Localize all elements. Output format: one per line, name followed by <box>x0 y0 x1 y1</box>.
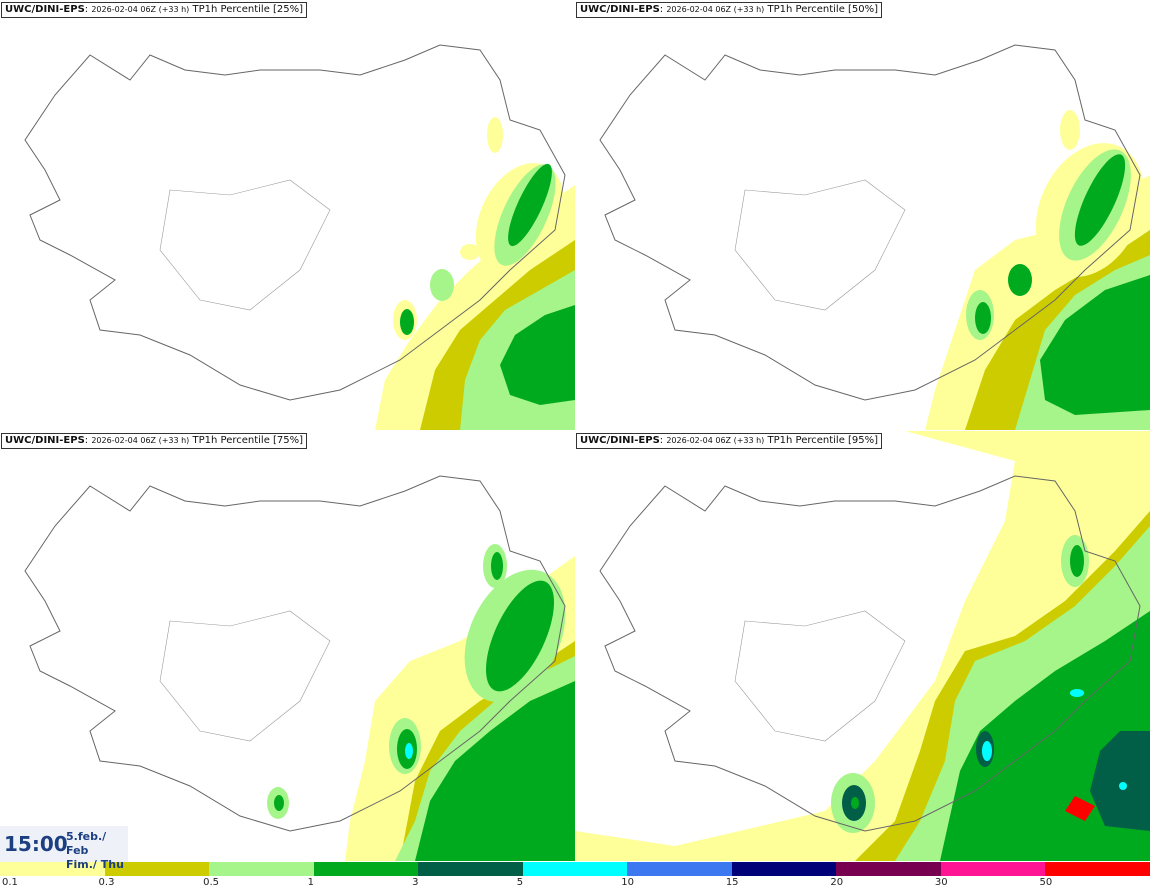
road-network <box>159 610 331 742</box>
color-legend: 0.1 0.3 0.5 1 3 5 10 15 20 30 50 <box>0 862 1150 891</box>
precip-blob <box>508 163 552 247</box>
map-svg <box>24 44 575 430</box>
model-name: UWC/DINI-EPS <box>580 435 660 446</box>
field-name: TP1h Percentile [25%] <box>192 4 304 15</box>
field-name: TP1h Percentile [75%] <box>192 435 304 446</box>
precip-blob <box>1119 782 1127 790</box>
iceland-coastline <box>24 475 566 832</box>
legend-labels: 0.1 0.3 0.5 1 3 5 10 15 20 30 50 <box>0 877 1150 891</box>
map-svg <box>575 431 1150 861</box>
road-network <box>159 179 331 311</box>
legend-swatch <box>313 862 419 876</box>
legend-label: 10 <box>621 877 634 888</box>
run-time: 2026-02-04 06Z (+33 h) <box>91 436 190 445</box>
legend-label: 30 <box>934 877 948 888</box>
field-name: TP1h Percentile [95%] <box>767 435 879 446</box>
iceland-coastline <box>24 44 566 401</box>
iceland-coastline <box>599 475 1141 832</box>
precip-1 <box>1040 275 1150 415</box>
precip-blob <box>491 552 503 580</box>
legend-swatch <box>731 862 837 876</box>
iceland-coastline <box>599 44 1141 401</box>
legend-swatch <box>209 862 314 876</box>
legend-label: 0.5 <box>203 877 219 888</box>
valid-time-box: 15:00 5.feb./ Feb Fim./ Thu <box>0 826 128 871</box>
precip-blob <box>405 743 413 759</box>
legend-label: 20 <box>830 877 844 888</box>
valid-date: 5.feb./ Feb Fim./ Thu <box>66 830 128 872</box>
precip-blob <box>487 117 503 153</box>
legend-swatch <box>104 862 210 876</box>
legend-swatch <box>627 862 732 876</box>
run-time: 2026-02-04 06Z (+33 h) <box>666 436 765 445</box>
precip-3 <box>1090 731 1150 831</box>
legend-swatch <box>0 862 105 876</box>
legend-swatch <box>940 862 1046 876</box>
run-time: 2026-02-04 06Z (+33 h) <box>91 5 190 14</box>
map-panel-p25: UWC/DINI-EPS: 2026-02-04 06Z (+33 h) TP1… <box>0 0 575 430</box>
valid-date-line1: 5.feb./ Feb <box>66 830 107 857</box>
precip-blob <box>430 269 454 301</box>
run-time: 2026-02-04 06Z (+33 h) <box>666 5 765 14</box>
precip-blob <box>1070 545 1084 577</box>
legend-label: 1 <box>307 877 314 888</box>
panel-title: UWC/DINI-EPS: 2026-02-04 06Z (+33 h) TP1… <box>576 433 883 449</box>
legend-bar <box>0 862 1150 876</box>
precip-1 <box>415 681 575 861</box>
legend-label: 0.3 <box>98 877 115 888</box>
precip-blob <box>1060 110 1080 150</box>
valid-date-line2: Fim./ Thu <box>66 858 124 871</box>
precip-1 <box>500 305 575 405</box>
field-name: TP1h Percentile [50%] <box>767 4 879 15</box>
precip-blob <box>851 797 859 809</box>
map-svg <box>24 475 575 861</box>
legend-label: 0.1 <box>2 877 18 888</box>
map-panel-p50: UWC/DINI-EPS: 2026-02-04 06Z (+33 h) TP1… <box>575 0 1150 430</box>
precip-blob <box>1065 796 1095 821</box>
legend-swatch <box>522 862 628 876</box>
panel-title: UWC/DINI-EPS: 2026-02-04 06Z (+33 h) TP1… <box>1 2 308 18</box>
panel-title: UWC/DINI-EPS: 2026-02-04 06Z (+33 h) TP1… <box>576 2 883 18</box>
legend-label: 15 <box>725 877 739 888</box>
precip-blob <box>400 309 414 335</box>
model-name: UWC/DINI-EPS <box>5 435 85 446</box>
precip-blob <box>460 244 480 260</box>
precip-blob <box>1008 264 1032 296</box>
legend-swatch <box>836 862 941 876</box>
precip-blob <box>1074 154 1126 246</box>
panel-title: UWC/DINI-EPS: 2026-02-04 06Z (+33 h) TP1… <box>1 433 308 449</box>
model-name: UWC/DINI-EPS <box>5 4 85 15</box>
map-svg <box>599 44 1150 430</box>
road-network <box>734 610 906 742</box>
legend-swatch <box>1045 862 1150 876</box>
legend-label: 3 <box>412 877 419 888</box>
precip-blob <box>975 302 991 334</box>
map-panel-p95: UWC/DINI-EPS: 2026-02-04 06Z (+33 h) TP1… <box>575 431 1150 861</box>
legend-label: 50 <box>1039 877 1053 888</box>
precip-blob <box>1070 689 1084 697</box>
valid-time: 15:00 <box>4 832 68 856</box>
map-panel-p75: UWC/DINI-EPS: 2026-02-04 06Z (+33 h) TP1… <box>0 431 575 861</box>
legend-label: 5 <box>516 877 524 888</box>
model-name: UWC/DINI-EPS <box>580 4 660 15</box>
precip-blob <box>485 580 555 692</box>
road-network <box>734 179 906 311</box>
precip-blob <box>274 795 284 811</box>
precip-blob <box>982 741 992 761</box>
legend-swatch <box>418 862 523 876</box>
